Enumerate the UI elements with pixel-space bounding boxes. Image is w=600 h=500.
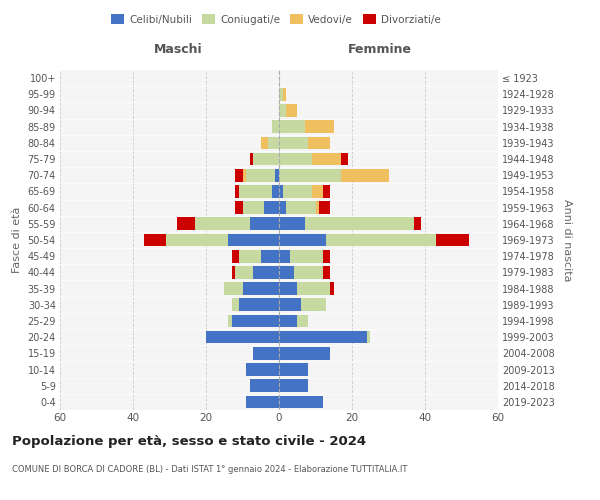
Bar [224,282,242,295]
Bar [279,88,283,101]
Bar [275,169,279,181]
Bar [279,169,341,181]
Bar [283,185,312,198]
Bar [312,185,323,198]
Bar [242,202,265,214]
Bar [235,169,242,181]
Bar [235,202,242,214]
Bar [265,202,279,214]
Bar [279,234,326,246]
Bar [250,380,279,392]
Bar [305,218,414,230]
Bar [279,185,283,198]
Bar [235,185,239,198]
Bar [323,250,330,262]
Bar [305,120,334,133]
Bar [253,266,279,278]
Bar [297,282,330,295]
Bar [235,266,253,278]
Bar [228,314,232,328]
Bar [330,282,334,295]
Bar [297,314,308,328]
Bar [279,347,330,360]
Bar [242,282,279,295]
Bar [253,347,279,360]
Bar [319,202,330,214]
Bar [279,104,286,117]
Y-axis label: Anni di nascita: Anni di nascita [562,198,572,281]
Bar [279,298,301,311]
Bar [177,218,195,230]
Bar [312,152,341,166]
Text: Femmine: Femmine [348,44,412,57]
Bar [279,380,308,392]
Bar [367,331,370,344]
Bar [279,314,297,328]
Bar [239,298,279,311]
Bar [286,202,316,214]
Bar [279,396,323,408]
Bar [323,266,330,278]
Bar [250,152,253,166]
Bar [436,234,469,246]
Bar [279,363,308,376]
Bar [246,363,279,376]
Bar [279,282,297,295]
Text: Maschi: Maschi [154,44,203,57]
Bar [261,250,279,262]
Bar [232,266,235,278]
Bar [272,120,279,133]
Bar [242,169,246,181]
Bar [341,152,349,166]
Bar [268,136,279,149]
Bar [232,298,239,311]
Bar [261,136,268,149]
Bar [301,298,326,311]
Y-axis label: Fasce di età: Fasce di età [12,207,22,273]
Bar [414,218,421,230]
Bar [166,234,228,246]
Bar [326,234,436,246]
Bar [279,120,305,133]
Bar [308,136,330,149]
Bar [316,202,319,214]
Bar [239,250,261,262]
Bar [279,250,290,262]
Bar [246,396,279,408]
Bar [279,136,308,149]
Bar [144,234,166,246]
Bar [323,185,330,198]
Bar [290,250,323,262]
Bar [253,152,279,166]
Bar [239,185,272,198]
Legend: Celibi/Nubili, Coniugati/e, Vedovi/e, Divorziati/e: Celibi/Nubili, Coniugati/e, Vedovi/e, Di… [107,10,445,29]
Bar [232,314,279,328]
Text: COMUNE DI BORCA DI CADORE (BL) - Dati ISTAT 1° gennaio 2024 - Elaborazione TUTTI: COMUNE DI BORCA DI CADORE (BL) - Dati IS… [12,465,407,474]
Text: Popolazione per età, sesso e stato civile - 2024: Popolazione per età, sesso e stato civil… [12,435,366,448]
Bar [232,250,239,262]
Bar [279,266,293,278]
Bar [250,218,279,230]
Bar [272,185,279,198]
Bar [286,104,297,117]
Bar [228,234,279,246]
Bar [341,169,389,181]
Bar [279,202,286,214]
Bar [279,218,305,230]
Bar [283,88,286,101]
Bar [293,266,323,278]
Bar [206,331,279,344]
Bar [246,169,275,181]
Bar [195,218,250,230]
Bar [279,152,312,166]
Bar [279,331,367,344]
